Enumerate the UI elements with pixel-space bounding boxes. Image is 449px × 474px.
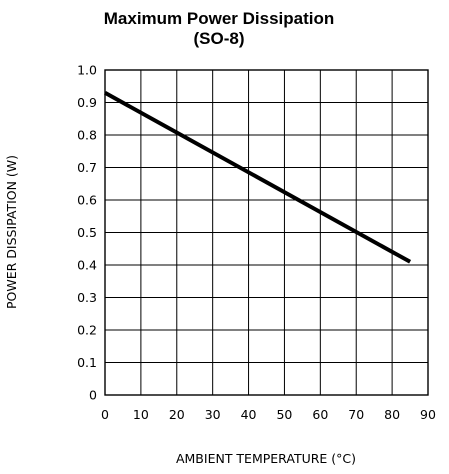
- y-tick-label: 0.5: [77, 225, 97, 240]
- chart-title: Maximum Power Dissipation: [104, 9, 335, 28]
- y-tick-label: 0.2: [77, 323, 97, 338]
- y-tick-label: 0: [89, 388, 97, 403]
- x-tick-label: 60: [312, 407, 328, 422]
- x-tick-label: 0: [101, 407, 109, 422]
- x-axis-label: AMBIENT TEMPERATURE (°C): [176, 451, 356, 466]
- y-tick-label: 1.0: [77, 63, 97, 78]
- plot-frame: [104, 69, 429, 396]
- series: [104, 91, 412, 264]
- y-tick-label: 0.4: [77, 258, 97, 273]
- series-line: [104, 91, 412, 264]
- x-tick-label: 70: [348, 407, 364, 422]
- x-tick-label: 50: [276, 407, 292, 422]
- chart-subtitle: (SO-8): [194, 29, 245, 48]
- y-axis-ticks: 0 0.1 0.2 0.3 0.4 0.5 0.6 0.7 0.8 0.9 1.0: [77, 63, 97, 403]
- x-tick-label: 80: [384, 407, 400, 422]
- y-tick-label: 0.9: [77, 95, 97, 110]
- y-tick-label: 0.8: [77, 128, 97, 143]
- x-tick-label: 30: [205, 407, 221, 422]
- y-tick-label: 0.3: [77, 290, 97, 305]
- x-tick-label: 90: [420, 407, 436, 422]
- x-axis-ticks: 0 10 20 30 40 50 60 70 80 90: [101, 407, 436, 422]
- y-tick-label: 0.7: [77, 160, 97, 175]
- y-tick-label: 0.1: [77, 355, 97, 370]
- y-tick-label: 0.6: [77, 193, 97, 208]
- x-tick-label: 40: [241, 407, 257, 422]
- x-tick-label: 20: [169, 407, 185, 422]
- y-axis-label: POWER DISSIPATION (W): [4, 155, 19, 309]
- x-tick-label: 10: [133, 407, 149, 422]
